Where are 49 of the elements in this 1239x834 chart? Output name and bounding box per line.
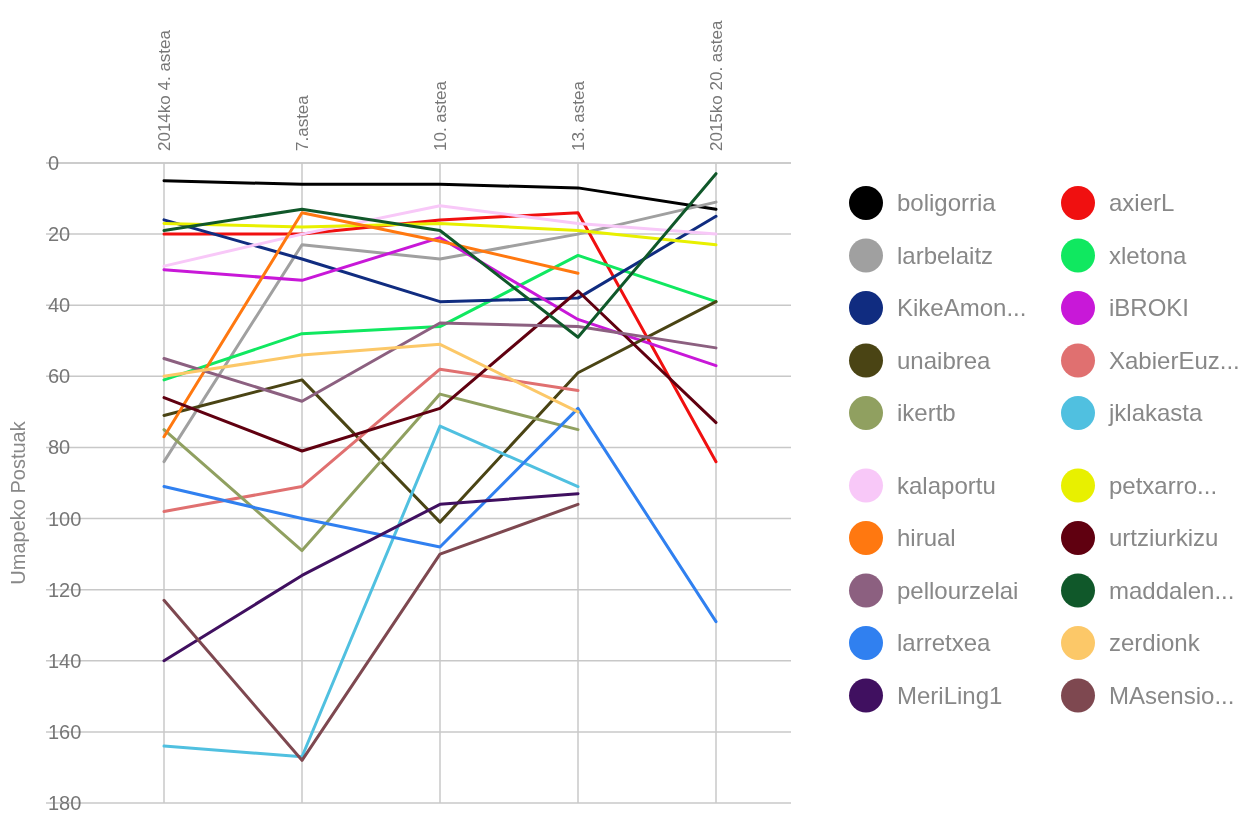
- y-tick-label: 140: [48, 649, 82, 672]
- x-tick-label: 2014ko 4. astea: [154, 29, 174, 151]
- legend-label: xletona: [1109, 241, 1188, 269]
- legend-label: kalaportu: [897, 471, 996, 499]
- y-tick-label: 180: [48, 792, 82, 814]
- y-tick-label: 100: [48, 507, 82, 530]
- line-series: [162, 211, 580, 439]
- legend-label: ikertb: [897, 399, 956, 427]
- legend-label: pellourzelai: [897, 576, 1019, 604]
- legend-label: jklakasta: [1108, 399, 1204, 427]
- legend-label: MeriLing1: [897, 681, 1003, 709]
- legend-label: axierL: [1109, 189, 1175, 217]
- legend-label: iBROKI: [1109, 294, 1190, 322]
- line-series: [162, 502, 580, 762]
- line-series: [162, 179, 718, 211]
- y-tick-label: 40: [48, 294, 71, 317]
- line-series: [162, 300, 718, 524]
- line-series: [162, 367, 580, 513]
- legend-label: boligorria: [897, 189, 997, 217]
- line-series: [162, 492, 580, 663]
- line-series: [162, 172, 718, 339]
- line-series: [162, 342, 580, 414]
- legend-label: hirual: [897, 524, 956, 552]
- legend-label: maddalen...: [1109, 576, 1235, 604]
- line-series: [162, 321, 718, 403]
- legend-label: urtziurkizu: [1109, 524, 1219, 552]
- legend-label: XabierEuz...: [1109, 346, 1239, 374]
- x-tick-label: 7.astea: [292, 94, 312, 151]
- x-tick-label: 2015ko 20. astea: [706, 20, 726, 151]
- legend-label: larretxea: [897, 629, 992, 657]
- x-tick-label: 13. astea: [568, 80, 588, 151]
- y-tick-label: 80: [48, 436, 71, 459]
- line-series: [162, 289, 718, 453]
- legend-label: larbelaitz: [897, 241, 994, 269]
- legend-label: MAsensio...: [1109, 681, 1235, 709]
- legend-label: zerdionk: [1109, 629, 1201, 657]
- y-tick-label: 160: [48, 720, 82, 743]
- y-tick-label: 120: [48, 578, 82, 601]
- x-tick-label: 10. astea: [430, 80, 450, 151]
- legend-label: KikeAmon...: [897, 294, 1027, 322]
- legend-label: unaibrea: [897, 346, 992, 374]
- y-tick-label: 0: [48, 152, 60, 174]
- y-tick-label: 20: [48, 223, 71, 246]
- line-series: [162, 204, 718, 268]
- line-series: [162, 406, 718, 624]
- y-tick-label: 60: [48, 365, 71, 388]
- line-series: [162, 424, 580, 759]
- legend-label: petxarro...: [1109, 471, 1218, 499]
- y-axis-title: Umapeko Postuak: [7, 420, 29, 585]
